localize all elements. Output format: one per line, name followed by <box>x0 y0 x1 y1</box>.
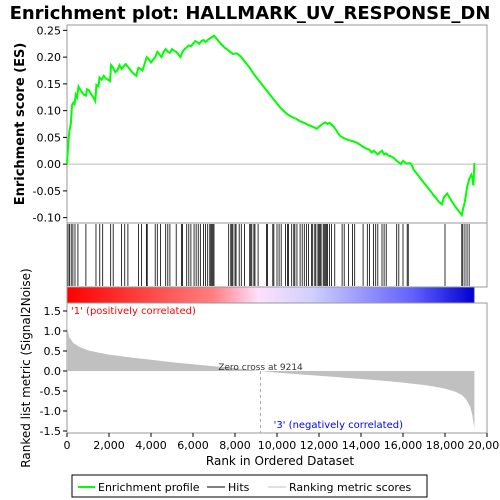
es-y-tick-label: 0.15 <box>37 78 62 91</box>
ranked-metric-panel: Zero cross at 9214 '1' (positively corre… <box>19 268 500 468</box>
enrichment-score-panel: -0.10 -0.05 0.00 0.05 0.10 0.15 0.20 0.25 Enric… <box>13 24 488 225</box>
es-y-tick-label: -0.10 <box>33 212 61 225</box>
metric-y-axis: -1.5 -1.0 -0.5 0.0 0.5 1.0 1.5 <box>40 305 67 438</box>
hit-lines <box>67 224 470 286</box>
metric-y-axis-label: Ranked list metric (Signal2Noise) <box>19 268 33 467</box>
es-y-tick-label: 0.20 <box>37 51 62 64</box>
metric-x-axis: 0 2,000 4,000 6,000 8,000 10,000 12,000 14,000 1… <box>64 433 500 452</box>
ranking-metric-area <box>67 307 475 429</box>
metric-y-tick-label: 1.0 <box>44 325 62 338</box>
ranking-color-bar <box>66 286 475 304</box>
chart-title: Enrichment plot: HALLMARK_UV_RESPONSE_DN <box>10 3 491 24</box>
es-y-tick-label: 0.05 <box>37 131 62 144</box>
metric-y-tick-label: 0.0 <box>44 365 62 378</box>
zero-cross-label: Zero cross at 9214 <box>218 363 303 373</box>
x-tick-label: 2,000 <box>93 439 125 452</box>
x-tick-label: 8,000 <box>219 439 251 452</box>
es-y-tick-label: 0.25 <box>37 24 62 37</box>
metric-y-tick-label: -1.5 <box>40 425 61 438</box>
positive-correlation-label: '1' (positively correlated) <box>71 306 196 317</box>
es-y-tick-label: 0.00 <box>37 158 62 171</box>
x-tick-label: 14,000 <box>342 439 381 452</box>
x-tick-label: 18,000 <box>426 439 465 452</box>
x-tick-label: 6,000 <box>177 439 209 452</box>
hits-panel <box>66 222 488 304</box>
x-tick-label: 16,000 <box>384 439 423 452</box>
es-y-axis-label: Enrichment score (ES) <box>13 43 28 206</box>
x-axis-label: Rank in Ordered Dataset <box>206 454 354 468</box>
x-tick-label: 12,000 <box>300 439 339 452</box>
legend-metric-label: Ranking metric scores <box>289 481 411 494</box>
legend-hits-label: Hits <box>228 481 250 494</box>
metric-y-tick-label: -1.0 <box>40 405 61 418</box>
es-y-axis: -0.10 -0.05 0.00 0.05 0.10 0.15 0.20 0.25 <box>33 24 67 225</box>
x-tick-label: 4,000 <box>135 439 167 452</box>
x-tick-label: 0 <box>64 439 71 452</box>
metric-y-tick-label: 1.5 <box>44 305 62 318</box>
metric-y-tick-label: -0.5 <box>40 385 61 398</box>
legend-box <box>71 474 428 498</box>
x-tick-label: 20,000 <box>468 439 500 452</box>
legend-enrichment-label: Enrichment profile <box>98 481 200 494</box>
x-tick-label: 10,000 <box>258 439 297 452</box>
es-y-tick-label: 0.10 <box>37 105 62 118</box>
negative-correlation-label: '3' (negatively correlated) <box>274 420 403 431</box>
legend: Enrichment profile Hits Ranking metric s… <box>71 474 428 498</box>
metric-y-tick-label: 0.5 <box>44 345 62 358</box>
es-y-tick-label: -0.05 <box>33 185 61 198</box>
es-plot-frame <box>66 24 488 224</box>
enrichment-profile-line <box>66 34 476 218</box>
